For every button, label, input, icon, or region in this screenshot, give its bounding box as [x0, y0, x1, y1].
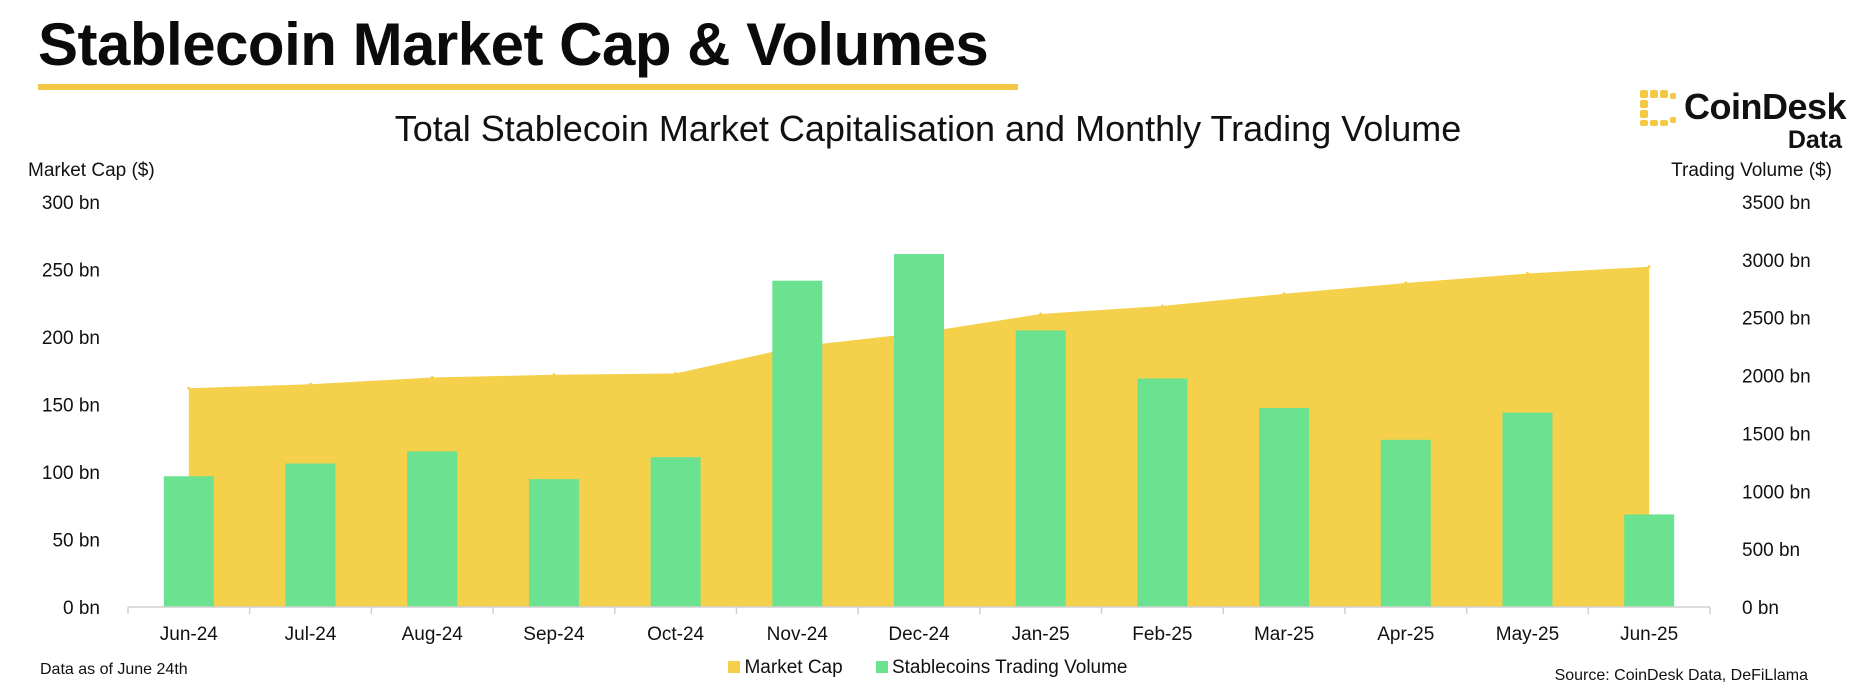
- axes-layer: Jun-24 Jul-24 Aug-24 Sep-24 Oct-24 Nov-24 Dec-…: [42, 193, 1811, 645]
- x-tick-label: Feb-25: [1132, 624, 1192, 645]
- market-cap-point-feb-25: [1160, 304, 1164, 308]
- volume-bar-apr-25: [1380, 439, 1431, 607]
- x-tick-label: Aug-24: [402, 624, 464, 645]
- x-tick-label: Sep-24: [523, 624, 585, 645]
- market-cap-point-mar-25: [1282, 292, 1286, 296]
- chart-title: Total Stablecoin Market Capitalisation a…: [394, 108, 1462, 149]
- volume-bar-dec-24: [894, 254, 944, 608]
- volume-bar-mar-25: [1259, 407, 1310, 607]
- legend-label-volume: Stablecoins Trading Volume: [891, 657, 1128, 678]
- x-tick-label: Oct-24: [647, 624, 704, 645]
- legend-swatch-volume: [875, 661, 888, 673]
- volume-bar-jan-25: [1015, 330, 1066, 607]
- x-tick-label: Apr-25: [1377, 624, 1434, 645]
- logo-subtitle: Data: [1787, 126, 1842, 154]
- x-tick-label: May-25: [1496, 624, 1559, 645]
- headline: Stablecoin Market Cap & Volumes: [38, 11, 989, 78]
- left-axis-title: Market Cap ($): [28, 160, 155, 181]
- volume-bar-nov-24: [772, 280, 823, 607]
- left-tick-label: 200 bn: [42, 328, 100, 349]
- volume-bar-jun-25: [1624, 514, 1675, 607]
- volume-bar-jul-24: [285, 463, 336, 607]
- volume-bar-may-25: [1502, 412, 1553, 607]
- volume-bar-sep-24: [528, 479, 579, 607]
- source-note: Source: CoinDesk Data, DeFiLlama: [1554, 667, 1808, 684]
- headline-underline: [38, 84, 1018, 90]
- market-cap-point-jul-24: [309, 382, 313, 386]
- left-tick-label: 150 bn: [42, 396, 100, 417]
- left-tick-label: 50 bn: [52, 531, 100, 552]
- left-tick-label: 300 bn: [42, 193, 100, 214]
- right-tick-label: 2500 bn: [1742, 309, 1811, 330]
- market-cap-point-jun-24: [187, 386, 191, 390]
- x-tick-label: Mar-25: [1254, 624, 1314, 645]
- legend-label-market-cap: Market Cap: [744, 657, 843, 678]
- market-cap-point-jan-25: [1039, 312, 1043, 316]
- legend-swatch-market-cap: [728, 661, 741, 673]
- right-axis-title: Trading Volume ($): [1671, 160, 1832, 181]
- right-tick-label: 3000 bn: [1742, 251, 1811, 272]
- legend-item-volume: Stablecoins Trading Volume: [875, 657, 1128, 679]
- x-tick-label: Nov-24: [767, 624, 829, 645]
- volume-bar-feb-25: [1137, 378, 1188, 607]
- right-tick-label: 0 bn: [1742, 598, 1779, 619]
- legend-item-market-cap: Market Cap: [728, 657, 843, 679]
- market-cap-point-may-25: [1525, 272, 1529, 276]
- market-cap-point-jun-25: [1647, 265, 1651, 269]
- right-tick-label: 3500 bn: [1742, 193, 1811, 214]
- market-cap-point-sep-24: [552, 373, 556, 377]
- x-tick-label: Jul-24: [285, 624, 337, 645]
- logo-name: CoinDesk: [1684, 86, 1847, 127]
- market-cap-point-apr-25: [1404, 281, 1408, 285]
- right-tick-label: 2000 bn: [1742, 367, 1811, 388]
- market-cap-point-oct-24: [674, 371, 678, 375]
- x-tick-label: Dec-24: [888, 624, 950, 645]
- coindesk-logo: CoinDesk Data: [1638, 86, 1848, 154]
- left-tick-label: 100 bn: [42, 463, 100, 484]
- right-tick-label: 1500 bn: [1742, 424, 1811, 445]
- left-tick-label: 0 bn: [63, 598, 100, 619]
- market-cap-point-aug-24: [430, 376, 434, 379]
- volume-bar-oct-24: [650, 457, 701, 607]
- volume-bar-aug-24: [407, 451, 458, 607]
- data-as-of-note: Data as of June 24th: [40, 661, 188, 678]
- left-tick-label: 250 bn: [42, 261, 100, 282]
- right-tick-label: 500 bn: [1742, 540, 1800, 561]
- right-tick-label: 1000 bn: [1742, 482, 1811, 503]
- volume-bar-jun-24: [163, 476, 214, 607]
- x-tick-label: Jun-24: [160, 624, 219, 645]
- x-tick-label: Jun-25: [1620, 624, 1678, 645]
- volume-bars-layer: [163, 254, 1675, 608]
- x-tick-label: Jan-25: [1012, 624, 1070, 645]
- coindesk-logo-icon: [1640, 90, 1676, 126]
- legend: Market Cap Stablecoins Trading Volume: [0, 657, 1856, 679]
